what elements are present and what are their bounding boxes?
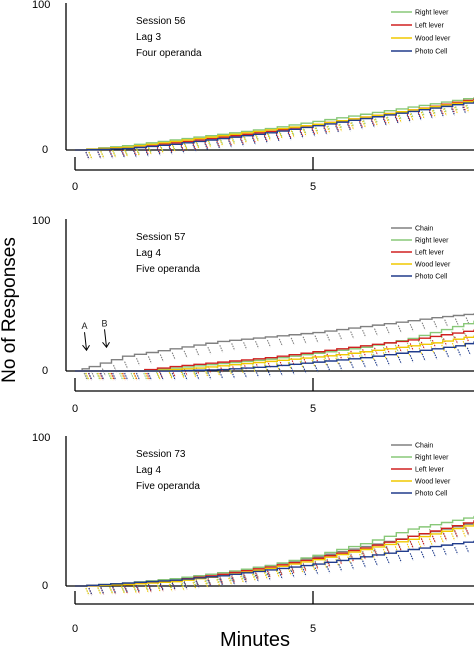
- y-tick-label: 0: [42, 144, 48, 156]
- legend-entry: Right lever: [415, 455, 449, 462]
- annotation-label: A: [82, 321, 88, 331]
- annotation-arrow: [82, 332, 90, 352]
- x-tick-label: 5: [310, 181, 316, 193]
- y-tick-label: 100: [32, 0, 50, 11]
- chart-panel-1: 0 100 0 5 Session 56 Lag 3 Four operanda Right …: [32, 0, 474, 193]
- series-line: [75, 101, 474, 151]
- y-tick-label: 100: [32, 215, 50, 227]
- legend-entry: Chain: [415, 443, 433, 450]
- series-line: [75, 98, 474, 151]
- series-line: [75, 329, 474, 372]
- y-axis-label: No of Responses: [0, 237, 20, 383]
- x-axis-label: Minutes: [220, 629, 290, 651]
- y-tick-label: 100: [32, 432, 50, 444]
- series-line: [75, 313, 474, 372]
- legend-entry: Photo Cell: [415, 274, 448, 281]
- legend-entry: Wood lever: [415, 36, 451, 43]
- session-info-line: Five operanda: [136, 481, 200, 492]
- session-info-line: Session 57: [136, 232, 186, 243]
- series-line: [75, 515, 474, 587]
- legend-entry: Left lever: [415, 23, 444, 30]
- session-info-line: Lag 3: [136, 32, 161, 43]
- y-tick-label: 0: [42, 580, 48, 592]
- series-line: [75, 335, 474, 372]
- series-line: [75, 520, 474, 587]
- session-info-line: Lag 4: [136, 465, 161, 476]
- series-line: [75, 523, 474, 587]
- series-line: [75, 540, 474, 587]
- session-info-line: Five operanda: [136, 264, 200, 275]
- y-tick-label: 0: [42, 365, 48, 377]
- legend-entry: Right lever: [415, 10, 449, 17]
- legend-entry: Left lever: [415, 467, 444, 474]
- session-info-line: Four operanda: [136, 48, 202, 59]
- x-tick-label: 0: [72, 623, 78, 635]
- series-pips: [83, 317, 470, 381]
- chart-panel-3: 0 100 0 5 Session 73 Lag 4 Five operanda Chain R…: [32, 432, 474, 635]
- chart-panel-2: 0 100 0 5 Session 57 Lag 4 Five operanda Chain R…: [32, 215, 474, 415]
- annotation-arrow: [102, 329, 110, 349]
- series-pips: [88, 545, 470, 596]
- x-tick-label: 0: [72, 403, 78, 415]
- legend-entry: Photo Cell: [415, 491, 448, 498]
- annotation-label: B: [102, 318, 108, 328]
- series-pips: [88, 105, 470, 160]
- session-info-line: Lag 4: [136, 248, 161, 259]
- legend-entry: Chain: [415, 226, 433, 233]
- series-pips: [85, 340, 467, 381]
- chart-panels: 0 100 0 5 Session 56 Lag 3 Four operanda Right …: [32, 0, 474, 635]
- x-tick-label: 5: [310, 623, 316, 635]
- series-pips: [88, 347, 471, 381]
- series-pips: [85, 106, 467, 160]
- series-line: [75, 99, 474, 151]
- legend-entry: Photo Cell: [415, 49, 448, 56]
- series-line: [75, 521, 474, 587]
- legend-entry: Left lever: [415, 250, 444, 257]
- x-tick-label: 0: [72, 181, 78, 193]
- legend-entry: Right lever: [415, 238, 449, 245]
- legend-entry: Wood lever: [415, 262, 451, 269]
- legend-entry: Wood lever: [415, 479, 451, 486]
- series-line: [75, 97, 474, 151]
- series-line: [75, 341, 474, 372]
- session-info-line: Session 73: [136, 449, 186, 460]
- x-tick-label: 5: [310, 403, 316, 415]
- session-info-line: Session 56: [136, 16, 186, 27]
